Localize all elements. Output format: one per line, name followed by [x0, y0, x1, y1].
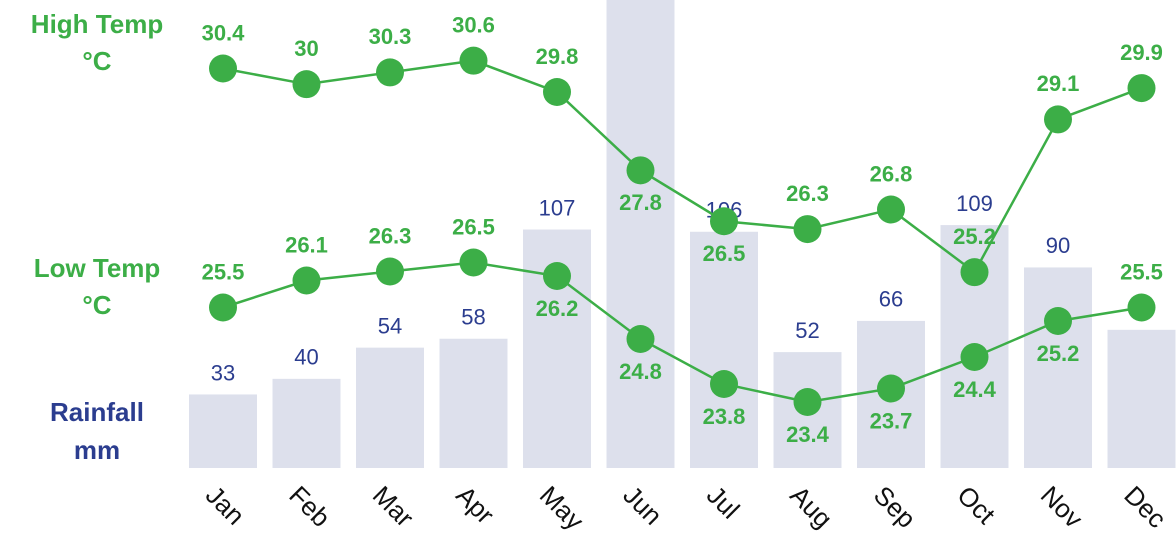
bar-label: 54	[378, 313, 402, 338]
point	[292, 266, 321, 295]
x-tick-label: Mar	[367, 480, 420, 533]
point	[1127, 74, 1156, 103]
point-label: 26.5	[452, 214, 495, 239]
point-label: 29.8	[536, 44, 579, 69]
point-label: 30	[294, 36, 318, 61]
point	[543, 78, 571, 106]
x-tick-label: Feb	[283, 480, 336, 533]
point	[543, 262, 571, 290]
series-unit: mm	[74, 435, 120, 465]
x-tick-label: Dec	[1118, 480, 1172, 534]
bar	[1107, 329, 1176, 468]
point	[292, 70, 321, 99]
point	[710, 207, 738, 236]
point-label: 23.4	[786, 422, 830, 447]
point	[376, 257, 404, 286]
series-name: Rainfall	[50, 397, 144, 427]
x-tick-label: Sep	[868, 480, 922, 534]
bar-label: 40	[294, 345, 318, 370]
point-label: 30.3	[369, 24, 412, 49]
x-tick-label: May	[534, 480, 590, 536]
bar-label: 66	[879, 287, 903, 312]
bar-label: 52	[795, 318, 819, 343]
point-label: 29.9	[1120, 40, 1163, 65]
point-label: 26.5	[703, 241, 746, 266]
point	[877, 195, 905, 224]
x-tick-label: Apr	[450, 480, 500, 530]
point-label: 23.7	[870, 408, 913, 433]
series-name: High Temp	[31, 9, 163, 39]
bar	[690, 231, 758, 468]
point	[626, 156, 655, 185]
point-label: 23.8	[703, 404, 746, 429]
series-unit: °C	[82, 290, 111, 320]
x-tick-label: Jul	[701, 480, 746, 525]
point	[1044, 105, 1072, 134]
point-label: 26.2	[536, 296, 579, 321]
line	[222, 59, 1142, 275]
point-label: 24.8	[619, 359, 662, 384]
point-label: 29.1	[1037, 71, 1080, 96]
point	[1044, 307, 1072, 335]
point	[960, 343, 989, 371]
bar	[272, 378, 341, 468]
series-unit: °C	[82, 46, 111, 76]
point	[209, 293, 237, 322]
point-label: 25.5	[1120, 259, 1163, 284]
point-label: 26.1	[285, 232, 328, 257]
x-tick-label: Oct	[951, 480, 1001, 530]
point-label: 24.4	[953, 377, 997, 402]
x-tick-label: Jan	[200, 480, 251, 531]
point	[710, 370, 738, 398]
x-tick-label: Aug	[784, 480, 838, 534]
bar	[606, 0, 675, 469]
bar-label: 33	[211, 360, 235, 385]
point-label: 26.3	[786, 181, 829, 206]
point	[209, 54, 237, 83]
point	[793, 388, 822, 416]
point-label: 25.5	[202, 259, 245, 284]
point-label: 25.2	[953, 224, 996, 249]
point-label: 26.3	[369, 223, 412, 248]
point-label: 25.2	[1037, 341, 1080, 366]
bar	[1024, 267, 1092, 468]
bar	[189, 394, 257, 468]
point	[960, 258, 989, 287]
point	[626, 325, 655, 353]
bar-label: 58	[461, 305, 485, 330]
point	[793, 215, 822, 244]
bar	[356, 347, 424, 468]
point-label: 30.4	[202, 20, 246, 45]
point-label: 26.8	[870, 161, 913, 186]
bar-label: 107	[539, 195, 576, 220]
point-label: 27.8	[619, 190, 662, 215]
point	[877, 374, 905, 403]
bar-label: 90	[1046, 233, 1070, 258]
series-name: Low Temp	[34, 253, 161, 283]
x-tick-label: Jun	[617, 480, 668, 531]
bar-label: 109	[956, 191, 993, 216]
point-label: 30.6	[452, 12, 495, 37]
point	[376, 58, 404, 87]
point	[1127, 293, 1156, 322]
bar	[439, 338, 508, 468]
x-tick-label: Nov	[1035, 480, 1089, 534]
point	[459, 46, 488, 75]
point	[459, 248, 488, 277]
